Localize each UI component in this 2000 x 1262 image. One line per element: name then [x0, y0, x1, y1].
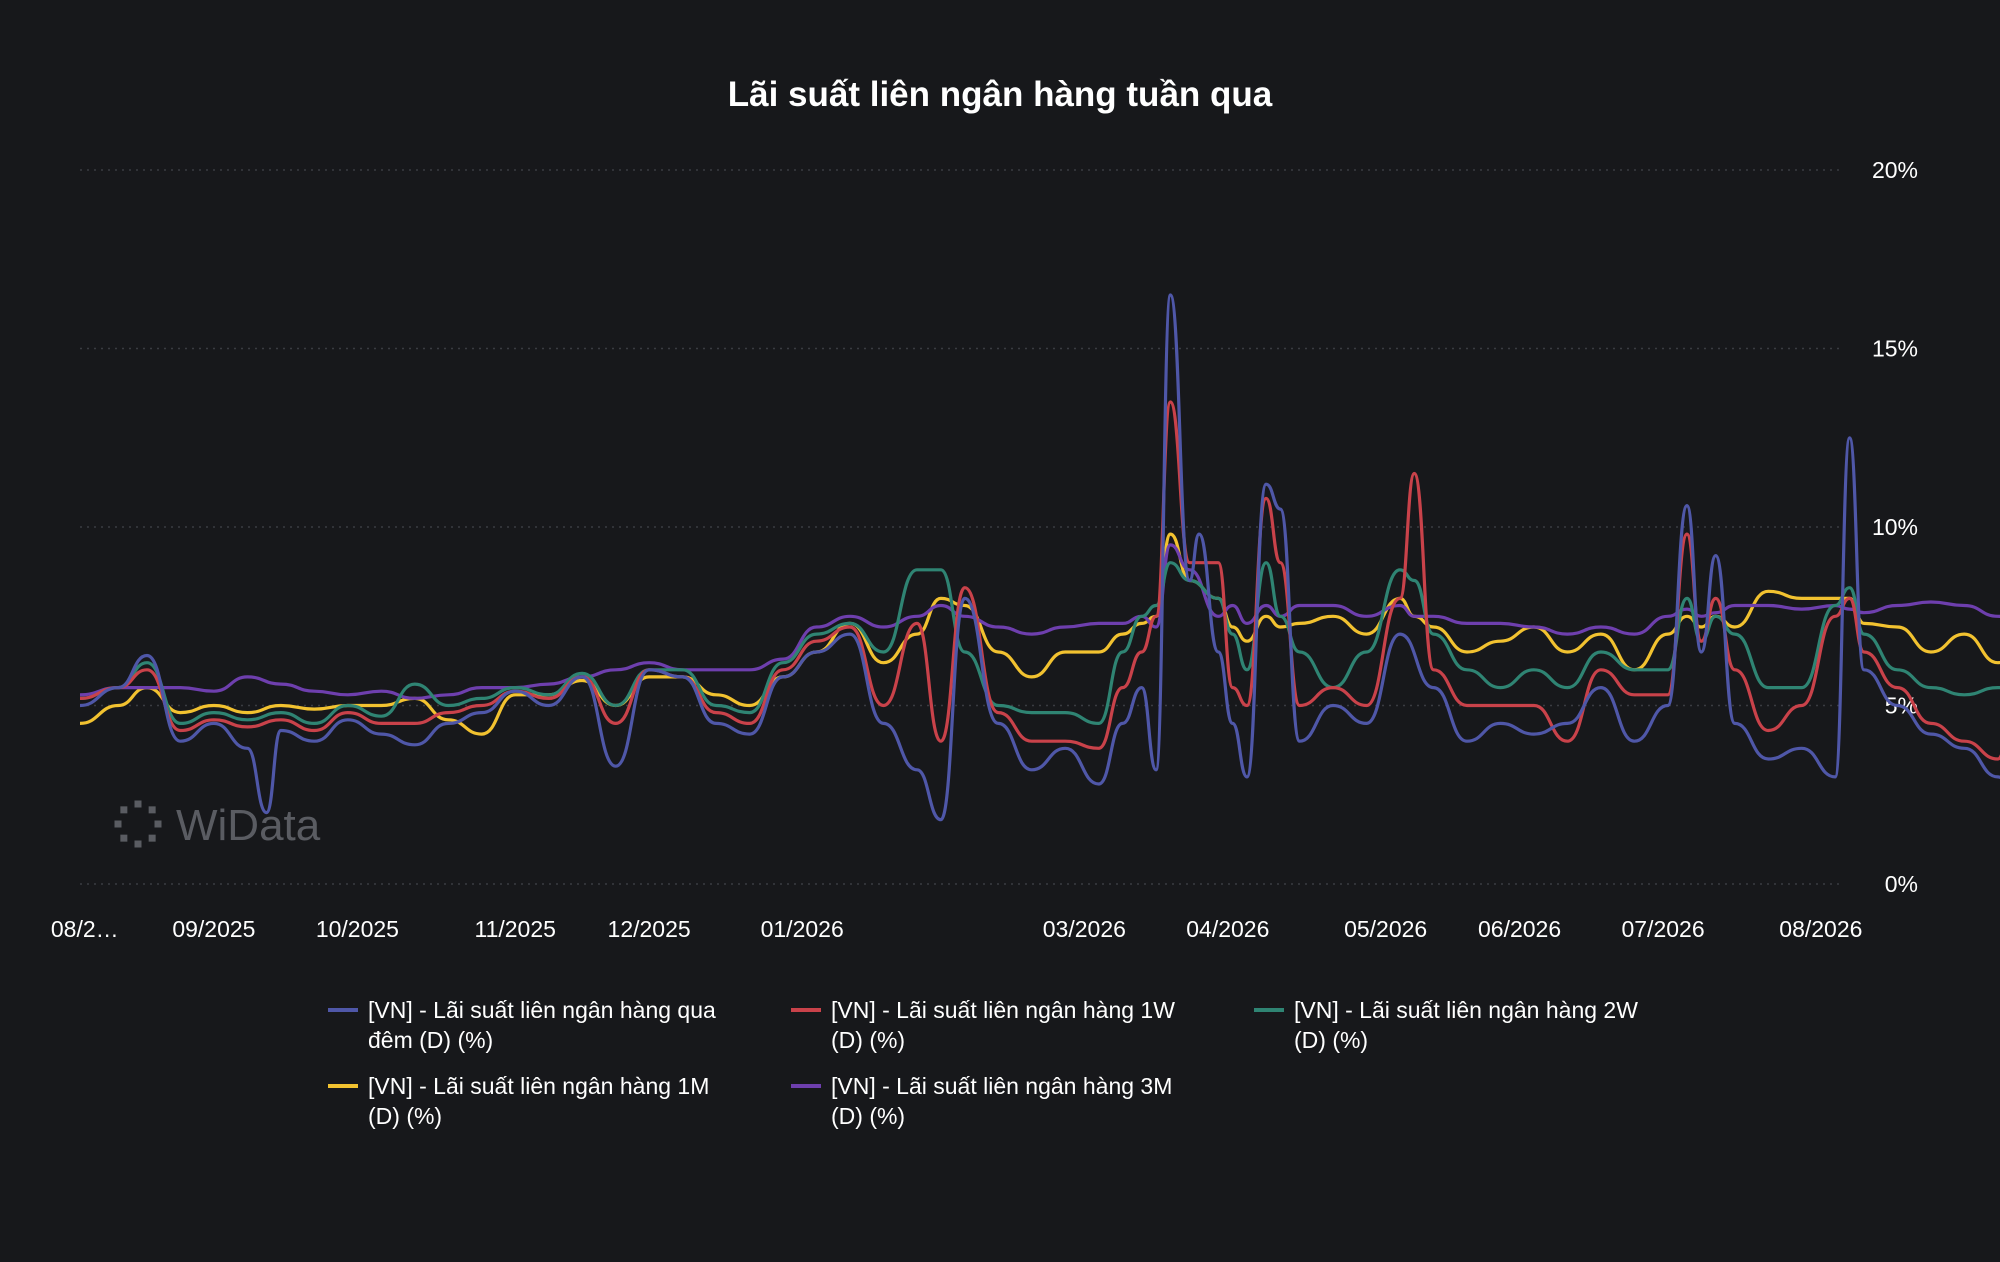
y-tick-label: 20%	[1872, 157, 1918, 183]
legend: [VN] - Lãi suất liên ngân hàng qua đêm (D…	[328, 997, 1638, 1129]
y-tick-label: 10%	[1872, 514, 1918, 540]
x-tick-label: 12/2025	[608, 916, 691, 942]
series-lines	[79, 293, 2000, 822]
x-tick-label: 11/2025	[474, 916, 555, 942]
legend-label: [VN] - Lãi suất liên ngân hàng 1M (D) (%)	[368, 1073, 709, 1129]
legend-item[interactable]: [VN] - Lãi suất liên ngân hàng 3M (D) (%)	[791, 1073, 1172, 1129]
x-tick-label: 04/2026	[1186, 916, 1269, 942]
x-tick-label: 10/2025	[316, 916, 399, 942]
legend-label: [VN] - Lãi suất liên ngân hàng 2W (D) (%)	[1294, 997, 1638, 1053]
grid-lines	[80, 169, 1840, 885]
x-tick-label: 05/2026	[1344, 916, 1427, 942]
logo-dot	[134, 840, 142, 848]
legend-label: [VN] - Lãi suất liên ngân hàng 3M (D) (%)	[831, 1073, 1172, 1129]
x-tick-label: 01/2026	[761, 916, 844, 942]
legend-item[interactable]: [VN] - Lãi suất liên ngân hàng 1M (D) (%)	[328, 1073, 709, 1129]
y-tick-label: 0%	[1885, 871, 1918, 897]
watermark: WiData	[114, 800, 321, 850]
logo-dot	[148, 806, 156, 814]
series-line-0	[79, 293, 2000, 822]
x-tick-label: 08/2026	[1779, 916, 1862, 942]
logo-dot	[120, 834, 128, 842]
x-tick-label: 07/2026	[1621, 916, 1704, 942]
x-tick-label: 06/2026	[1478, 916, 1561, 942]
x-axis: 08/2… 09/2025 10/2025 11/2025 12/2025 01/2026…	[51, 916, 1863, 942]
legend-item[interactable]: [VN] - Lãi suất liên ngân hàng 1W (D) (%)	[791, 997, 1175, 1053]
legend-item[interactable]: [VN] - Lãi suất liên ngân hàng 2W (D) (%)	[1254, 997, 1638, 1053]
logo-dot	[154, 820, 162, 828]
x-tick-label: 03/2026	[1043, 916, 1126, 942]
watermark-text: WiData	[176, 801, 321, 850]
legend-label: [VN] - Lãi suất liên ngân hàng qua đêm (D…	[368, 997, 716, 1053]
series-line-4	[79, 543, 2000, 700]
series-line-3	[79, 532, 2000, 736]
logo-dot	[148, 834, 156, 842]
x-tick-label: 08/2…	[51, 916, 119, 942]
y-axis: 0%5%10%15%20%	[1872, 157, 1918, 897]
legend-item[interactable]: [VN] - Lãi suất liên ngân hàng qua đêm (D…	[328, 997, 716, 1053]
logo-dot	[134, 800, 142, 808]
legend-label: [VN] - Lãi suất liên ngân hàng 1W (D) (%)	[831, 997, 1175, 1053]
y-tick-label: 15%	[1872, 336, 1918, 362]
chart-title: Lãi suất liên ngân hàng tuần qua	[728, 75, 1273, 114]
widata-logo-icon	[114, 800, 162, 848]
logo-dot	[120, 806, 128, 814]
series-line-2	[79, 561, 2000, 725]
series-line-1	[79, 400, 2000, 761]
logo-dot	[114, 820, 122, 828]
x-tick-label: 09/2025	[172, 916, 255, 942]
